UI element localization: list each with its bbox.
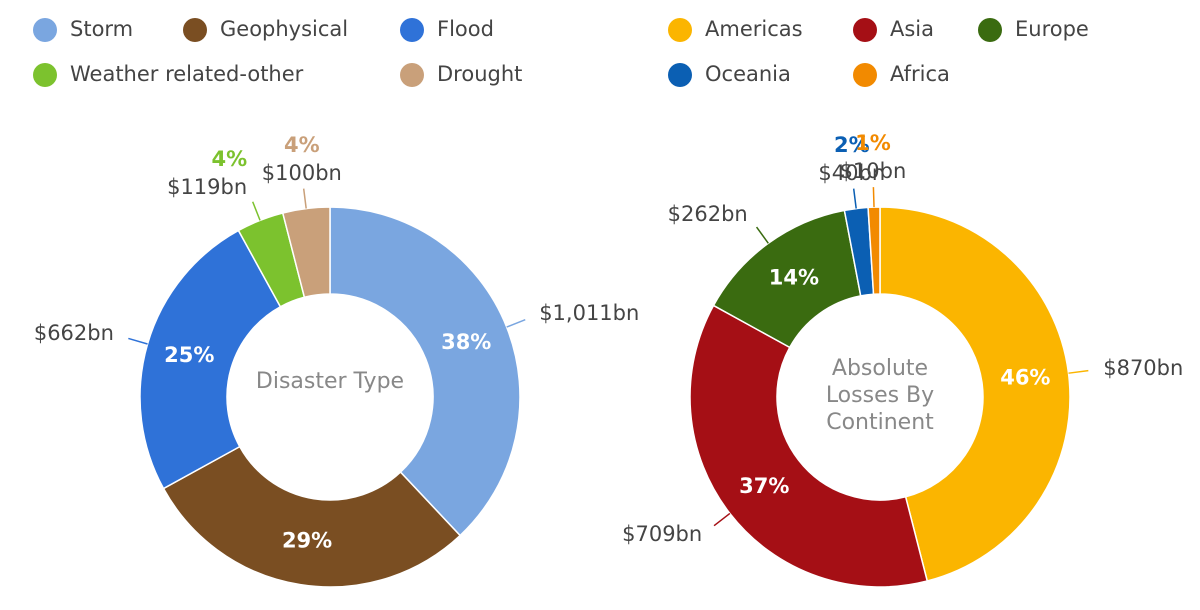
amount-label: $662bn	[34, 321, 114, 345]
legend-swatch	[668, 18, 692, 42]
legend-swatch	[853, 63, 877, 87]
value-label: 14%	[769, 265, 819, 289]
center-label: Disaster Type	[255, 369, 405, 394]
legend-swatch	[33, 63, 57, 87]
legend-label: Drought	[437, 62, 522, 86]
slice	[329, 206, 521, 537]
amount-label: $1,011bn	[539, 301, 639, 325]
legend-label: Americas	[705, 17, 803, 41]
value-label: 46%	[1000, 366, 1050, 390]
legend-label: Flood	[437, 17, 494, 41]
center-label: Absolute Losses By Continent	[825, 356, 935, 435]
value-label: 38%	[441, 330, 491, 354]
leader-line	[1068, 369, 1089, 374]
value-label: 4%	[212, 147, 248, 171]
legend-label: Weather related-other	[70, 62, 304, 86]
slice	[867, 206, 881, 295]
slice	[879, 206, 1071, 582]
legend-label: Africa	[890, 62, 950, 86]
legend-label: Geophysical	[220, 17, 348, 41]
legend-swatch	[33, 18, 57, 42]
value-label: 4%	[284, 133, 320, 157]
slice	[162, 445, 462, 588]
value-label: 1%	[855, 131, 891, 155]
value-label: 29%	[282, 529, 332, 553]
leader-line	[506, 318, 526, 328]
value-label: 2%	[834, 133, 870, 157]
value-label: 37%	[739, 474, 789, 498]
legend-swatch	[978, 18, 1002, 42]
leader-line	[872, 187, 875, 208]
leader-line	[755, 226, 769, 244]
leader-line	[128, 337, 148, 345]
leader-line	[713, 512, 731, 527]
legend-swatch	[400, 18, 424, 42]
amount-label: $709bn	[622, 522, 702, 546]
legend-label: Asia	[890, 17, 934, 41]
slice	[139, 229, 282, 490]
slice	[689, 304, 929, 588]
legend-swatch	[668, 63, 692, 87]
amount-label: $10bn	[840, 159, 907, 183]
legend-swatch	[400, 63, 424, 87]
legend-swatch	[853, 18, 877, 42]
amount-label: $119bn	[167, 175, 247, 199]
value-label: 25%	[164, 343, 214, 367]
leader-line	[302, 188, 307, 209]
leader-line	[852, 188, 857, 209]
legend-swatch	[183, 18, 207, 42]
legend-label: Storm	[70, 17, 133, 41]
legend-label: Europe	[1015, 17, 1089, 41]
amount-label: $262bn	[668, 202, 748, 226]
amount-label: $40bn	[818, 161, 885, 185]
amount-label: $870bn	[1103, 356, 1183, 380]
slice	[281, 206, 331, 299]
amount-label: $100bn	[262, 161, 342, 185]
legend-label: Oceania	[705, 62, 791, 86]
leader-line	[251, 201, 261, 221]
